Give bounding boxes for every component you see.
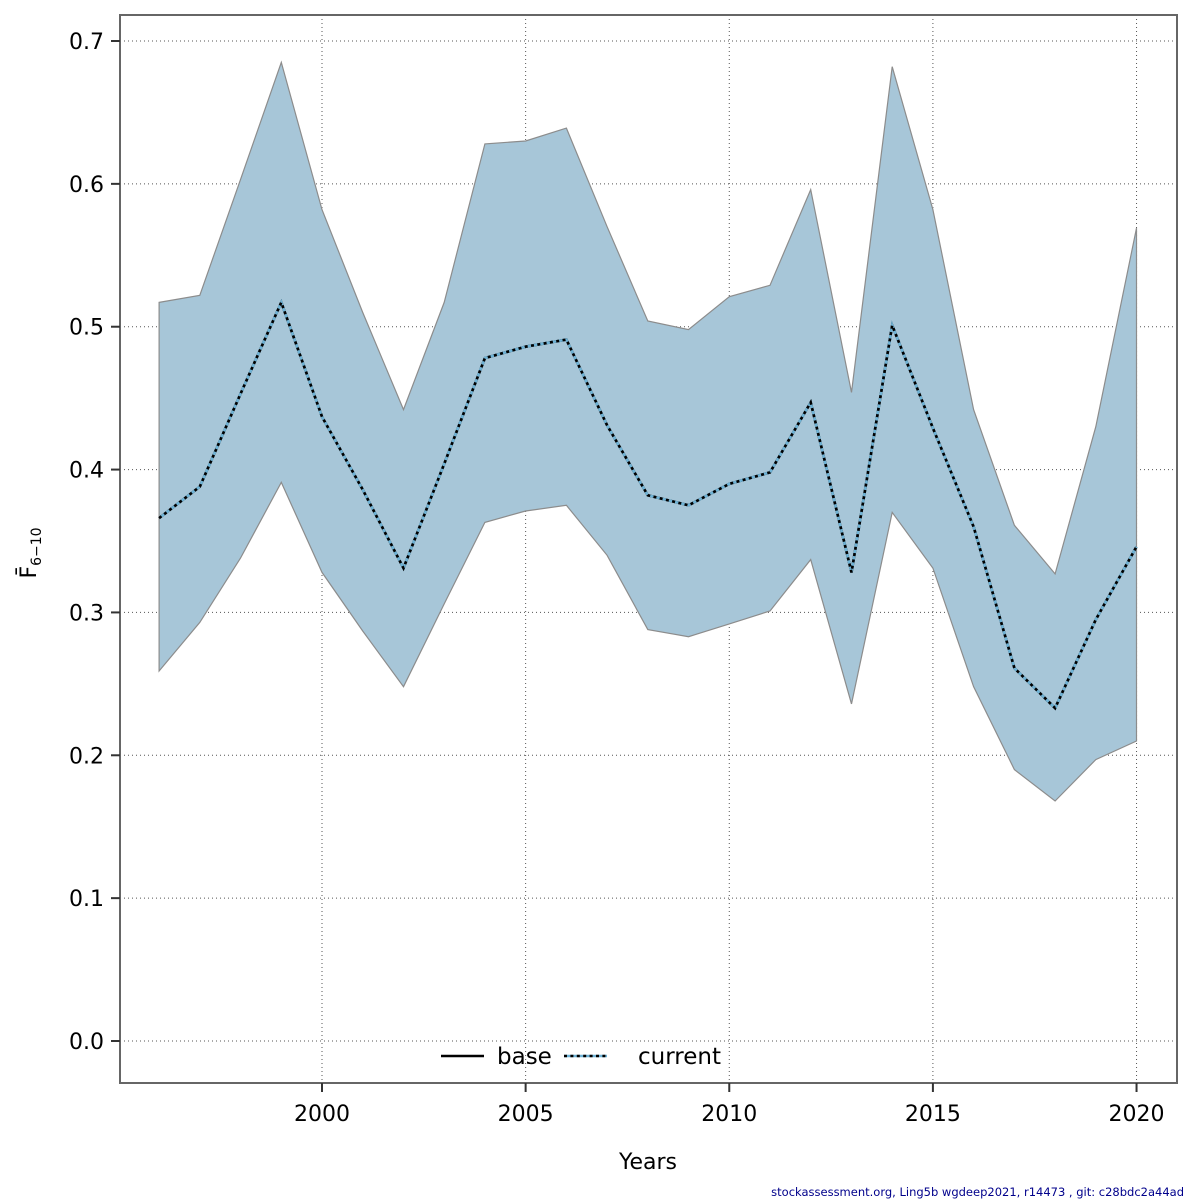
- current-line-dashes: [158, 298, 1138, 711]
- y-tick-label: 0.0: [69, 1030, 104, 1055]
- legend: base current: [441, 1044, 721, 1070]
- x-tick-label: 2020: [1109, 1102, 1165, 1127]
- confidence-ribbon: [158, 60, 1138, 802]
- y-tick-label: 0.5: [69, 316, 104, 341]
- y-tick-labels: 0.0 0.1 0.2 0.3 0.4 0.5 0.6 0.7: [69, 30, 104, 1055]
- x-tick-labels: 2000 2005 2010 2015 2020: [294, 1102, 1165, 1127]
- plot-border: [119, 14, 1178, 1084]
- x-tick-label: 2005: [498, 1102, 554, 1127]
- y-tick-label: 0.6: [69, 173, 104, 198]
- y-tick-label: 0.2: [69, 744, 104, 769]
- x-tick-label: 2015: [905, 1102, 961, 1127]
- y-tick-label: 0.4: [69, 459, 104, 484]
- x-tick-label: 2010: [701, 1102, 757, 1127]
- legend-current-label: current: [638, 1044, 721, 1070]
- y-tick-label: 0.7: [69, 30, 104, 55]
- x-tick-label: 2000: [294, 1102, 350, 1127]
- y-axis-title-main: F̄: [16, 566, 42, 579]
- x-axis-title: Years: [618, 1150, 677, 1175]
- y-axis-title: F̄6−10: [16, 527, 45, 578]
- axis-ticks: [111, 40, 1138, 1092]
- y-axis-title-subscript: 6−10: [29, 527, 45, 565]
- y-tick-label: 0.3: [69, 601, 104, 626]
- footer-attribution: stockassessment.org, Ling5b wgdeep2021, …: [771, 1185, 1184, 1199]
- legend-base-label: base: [497, 1044, 552, 1070]
- y-tick-label: 0.1: [69, 887, 104, 912]
